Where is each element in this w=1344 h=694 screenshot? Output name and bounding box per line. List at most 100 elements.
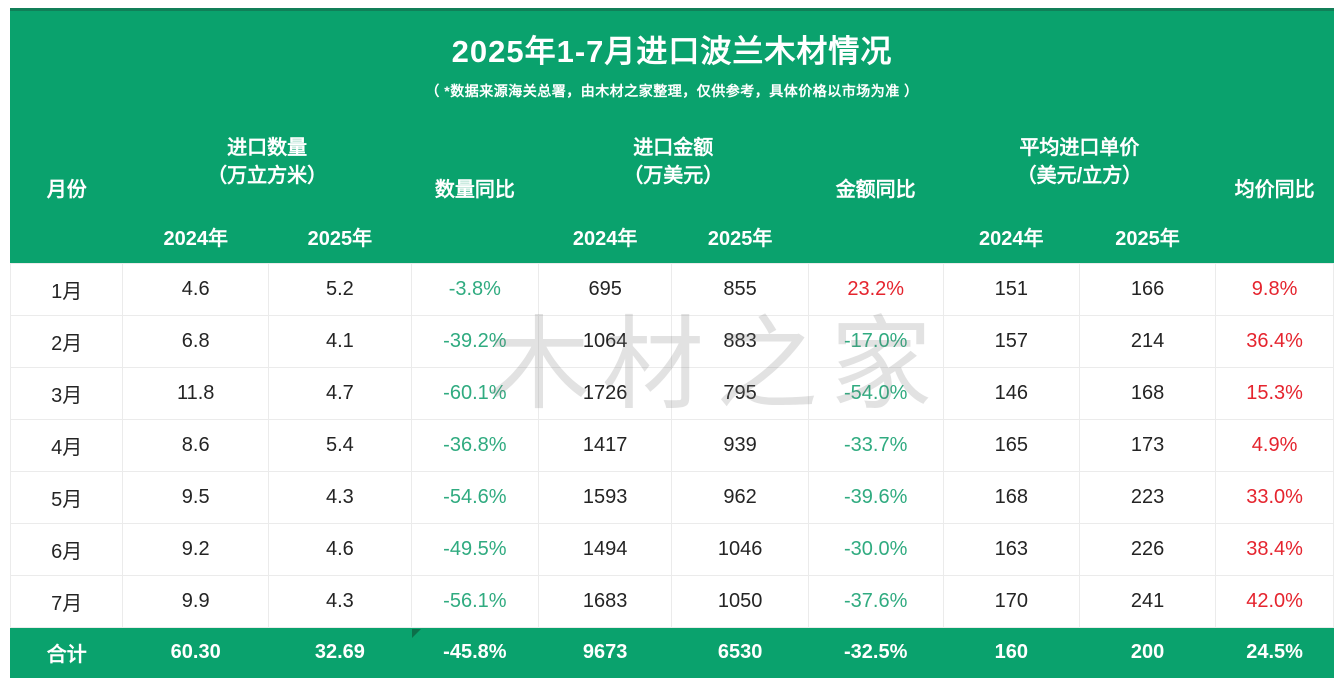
amount-yoy-cell: -37.6%: [807, 574, 944, 628]
month-cell: 3月: [9, 366, 124, 420]
table-row: 6月 9.2 4.6 -49.5% 1494 1046 -30.0% 163 2…: [9, 522, 1334, 576]
page-subtitle: （ *数据来源海关总署，由木材之家整理，仅供参考，具体价格以市场为准 ）: [425, 83, 919, 99]
price-group-unit: （美元/立方）: [1016, 165, 1143, 187]
qty-yoy-cell: -49.5%: [410, 522, 539, 576]
price-year-2024-header: 2024年: [979, 228, 1044, 251]
qty-yoy-cell: -3.8%: [410, 262, 539, 316]
price-2025-cell: 223: [1078, 470, 1217, 524]
qty-2025-cell: 4.7: [267, 366, 412, 420]
amount-yoy-cell: -30.0%: [807, 522, 944, 576]
qty-2025-cell: 5.2: [267, 262, 412, 316]
amount-yoy-cell: -33.7%: [807, 418, 944, 472]
price-2024-cell: 163: [942, 522, 1080, 576]
month-cell: 5月: [9, 470, 124, 524]
panel-header: 2025年1-7月进口波兰木材情况 （ *数据来源海关总署，由木材之家整理，仅供…: [10, 11, 1334, 113]
price-2024-cell: 157: [942, 314, 1080, 368]
amount-yoy-cell: -17.0%: [807, 314, 944, 368]
qty-2025-cell: 5.4: [267, 418, 412, 472]
total-amount-yoy-cell: -32.5%: [808, 627, 944, 678]
total-amount-2025-cell: 6530: [671, 627, 809, 678]
total-row: 合计 60.30 32.69 -45.8% 9673 6530 -32.5% 1…: [10, 627, 1334, 678]
col-header-price-group: 平均进口单价 （美元/立方）: [943, 113, 1216, 211]
amount-2024-cell: 1683: [537, 574, 673, 628]
amount-year-2025-header: 2025年: [707, 228, 773, 251]
price-2025-cell: 241: [1078, 574, 1217, 628]
price-yoy-cell: 4.9%: [1215, 418, 1334, 472]
price-2024-cell: 151: [942, 262, 1080, 316]
month-cell: 7月: [9, 574, 124, 628]
total-price-2024-cell: 160: [943, 627, 1080, 678]
total-price-yoy-cell: 24.5%: [1215, 627, 1334, 678]
price-2024-cell: 146: [942, 366, 1080, 420]
qty-group-title: 进口数量: [227, 137, 308, 159]
qty-2024-cell: 11.8: [122, 366, 269, 420]
amount-2024-cell: 695: [537, 262, 673, 316]
col-header-month: 月份: [46, 179, 87, 202]
price-year-2025-header: 2025年: [1115, 228, 1180, 251]
month-cell: 1月: [9, 262, 124, 316]
amount-yoy-cell: -54.0%: [807, 366, 944, 420]
price-yoy-cell: 9.8%: [1215, 262, 1334, 316]
col-header-qty-group: 进口数量 （万立方米）: [123, 113, 411, 211]
qty-2025-cell: 4.3: [267, 574, 412, 628]
col-header-price-yoy: 均价同比: [1234, 179, 1315, 202]
amount-2024-cell: 1593: [537, 470, 673, 524]
table-footer: 合计 60.30 32.69 -45.8% 9673 6530 -32.5% 1…: [10, 627, 1334, 678]
qty-yoy-cell: -54.6%: [410, 470, 539, 524]
amount-2024-cell: 1417: [537, 418, 673, 472]
table-row: 2月 6.8 4.1 -39.2% 1064 883 -17.0% 157 21…: [9, 314, 1334, 368]
price-2025-cell: 226: [1078, 522, 1217, 576]
amount-2024-cell: 1494: [537, 522, 673, 576]
amount-group-unit: （万美元）: [623, 165, 724, 187]
price-yoy-cell: 38.4%: [1215, 522, 1334, 576]
import-data-table: 月份 进口数量 （万立方米） 数量同比 进口金额 （万美元） 金额同比 平均进口…: [9, 113, 1334, 678]
table-header: 月份 进口数量 （万立方米） 数量同比 进口金额 （万美元） 金额同比 平均进口…: [11, 113, 1334, 263]
qty-yoy-cell: -56.1%: [410, 574, 539, 628]
price-2024-cell: 170: [942, 574, 1080, 628]
table-row: 7月 9.9 4.3 -56.1% 1683 1050 -37.6% 170 2…: [9, 574, 1334, 628]
col-header-qty-yoy: 数量同比: [434, 179, 515, 202]
price-2025-cell: 168: [1078, 366, 1217, 420]
amount-2025-cell: 883: [671, 314, 809, 368]
col-header-amount-yoy: 金额同比: [835, 179, 916, 202]
page-title: 2025年1-7月进口波兰木材情况: [451, 34, 893, 69]
cell-corner-marker-icon: [412, 628, 422, 638]
total-qty-yoy-cell: -45.8%: [411, 627, 539, 678]
amount-2024-cell: 1726: [537, 366, 673, 420]
table-row: 4月 8.6 5.4 -36.8% 1417 939 -33.7% 165 17…: [9, 418, 1334, 472]
month-cell: 4月: [9, 418, 124, 472]
qty-2024-cell: 8.6: [122, 418, 269, 472]
qty-2024-cell: 9.5: [122, 470, 269, 524]
timber-import-table-panel: 2025年1-7月进口波兰木材情况 （ *数据来源海关总署，由木材之家整理，仅供…: [9, 8, 1334, 678]
qty-yoy-cell: -39.2%: [410, 314, 539, 368]
qty-2024-cell: 9.9: [122, 574, 269, 628]
qty-2024-cell: 6.8: [122, 314, 269, 368]
amount-2025-cell: 795: [671, 366, 809, 420]
price-group-title: 平均进口单价: [1019, 137, 1140, 159]
header-year-row: 2024年 2025年 2024年 2025年 2024年 2025年: [11, 211, 1334, 263]
table-row: 1月 4.6 5.2 -3.8% 695 855 23.2% 151 166 9…: [9, 262, 1334, 316]
month-cell: 2月: [9, 314, 124, 368]
amount-year-2024-header: 2024年: [572, 228, 638, 251]
header-group-row: 月份 进口数量 （万立方米） 数量同比 进口金额 （万美元） 金额同比 平均进口…: [11, 113, 1334, 211]
qty-2024-cell: 4.6: [122, 262, 269, 316]
price-2024-cell: 168: [942, 470, 1080, 524]
col-header-amount-group: 进口金额 （万美元）: [538, 113, 808, 211]
total-qty-2025-cell: 32.69: [268, 627, 412, 678]
amount-group-title: 进口金额: [633, 137, 714, 159]
amount-2024-cell: 1064: [537, 314, 673, 368]
qty-year-2025-header: 2025年: [307, 228, 373, 251]
price-2024-cell: 165: [942, 418, 1080, 472]
qty-group-unit: （万立方米）: [207, 165, 328, 187]
qty-yoy-cell: -60.1%: [410, 366, 539, 420]
amount-2025-cell: 939: [671, 418, 809, 472]
amount-2025-cell: 855: [671, 262, 809, 316]
amount-2025-cell: 962: [671, 470, 809, 524]
total-qty-2024-cell: 60.30: [122, 627, 269, 678]
table-body: 1月 4.6 5.2 -3.8% 695 855 23.2% 151 166 9…: [9, 262, 1334, 628]
price-yoy-cell: 15.3%: [1215, 366, 1334, 420]
qty-yoy-cell: -36.8%: [410, 418, 539, 472]
price-2025-cell: 173: [1078, 418, 1217, 472]
qty-2025-cell: 4.6: [267, 522, 412, 576]
qty-2025-cell: 4.3: [267, 470, 412, 524]
